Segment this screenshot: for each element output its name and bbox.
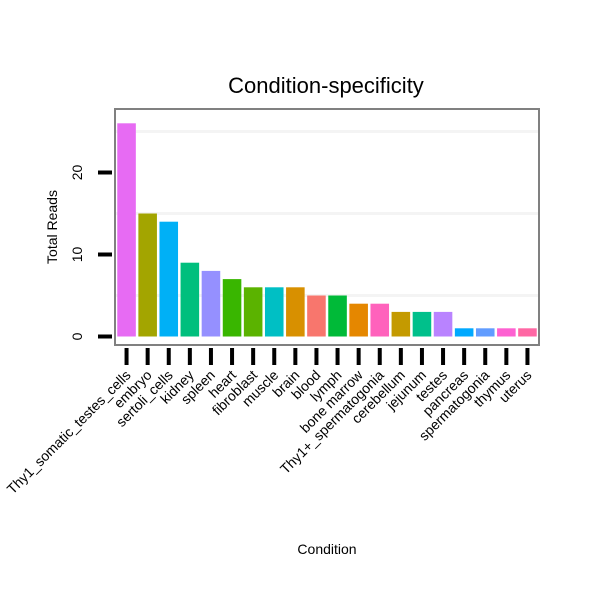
bar xyxy=(412,311,432,337)
chart-title: Condition-specificity xyxy=(228,73,424,98)
bar xyxy=(138,213,157,337)
bar xyxy=(159,221,179,337)
bar xyxy=(391,311,411,337)
x-axis-ticks: Thy1_somatic_testes_cellsembryosertoli_c… xyxy=(4,348,535,497)
bar xyxy=(518,328,537,337)
y-tick-label: 10 xyxy=(69,247,85,263)
bar xyxy=(222,279,242,337)
bar xyxy=(454,328,474,337)
bar xyxy=(433,311,453,337)
bar xyxy=(328,295,347,337)
bar xyxy=(180,262,200,337)
y-tick-label: 0 xyxy=(69,332,85,340)
x-tick-label: Thy1_somatic_testes_cells xyxy=(4,367,134,497)
bar xyxy=(307,295,326,337)
bar xyxy=(117,123,136,337)
bar xyxy=(243,287,263,337)
bar xyxy=(370,303,390,337)
bar xyxy=(497,328,516,337)
bar xyxy=(264,287,284,337)
bar xyxy=(475,328,495,337)
plot-panel-border xyxy=(114,108,540,346)
y-axis-title: Total Reads xyxy=(44,190,60,264)
bar xyxy=(286,287,305,337)
bars-group xyxy=(117,123,537,337)
y-tick-label: 20 xyxy=(69,165,85,181)
bar xyxy=(201,270,221,337)
bar xyxy=(349,303,368,337)
grid-lines xyxy=(116,130,538,297)
x-axis-title: Condition xyxy=(297,541,356,557)
y-axis-ticks: 0 10 20 xyxy=(69,165,112,340)
